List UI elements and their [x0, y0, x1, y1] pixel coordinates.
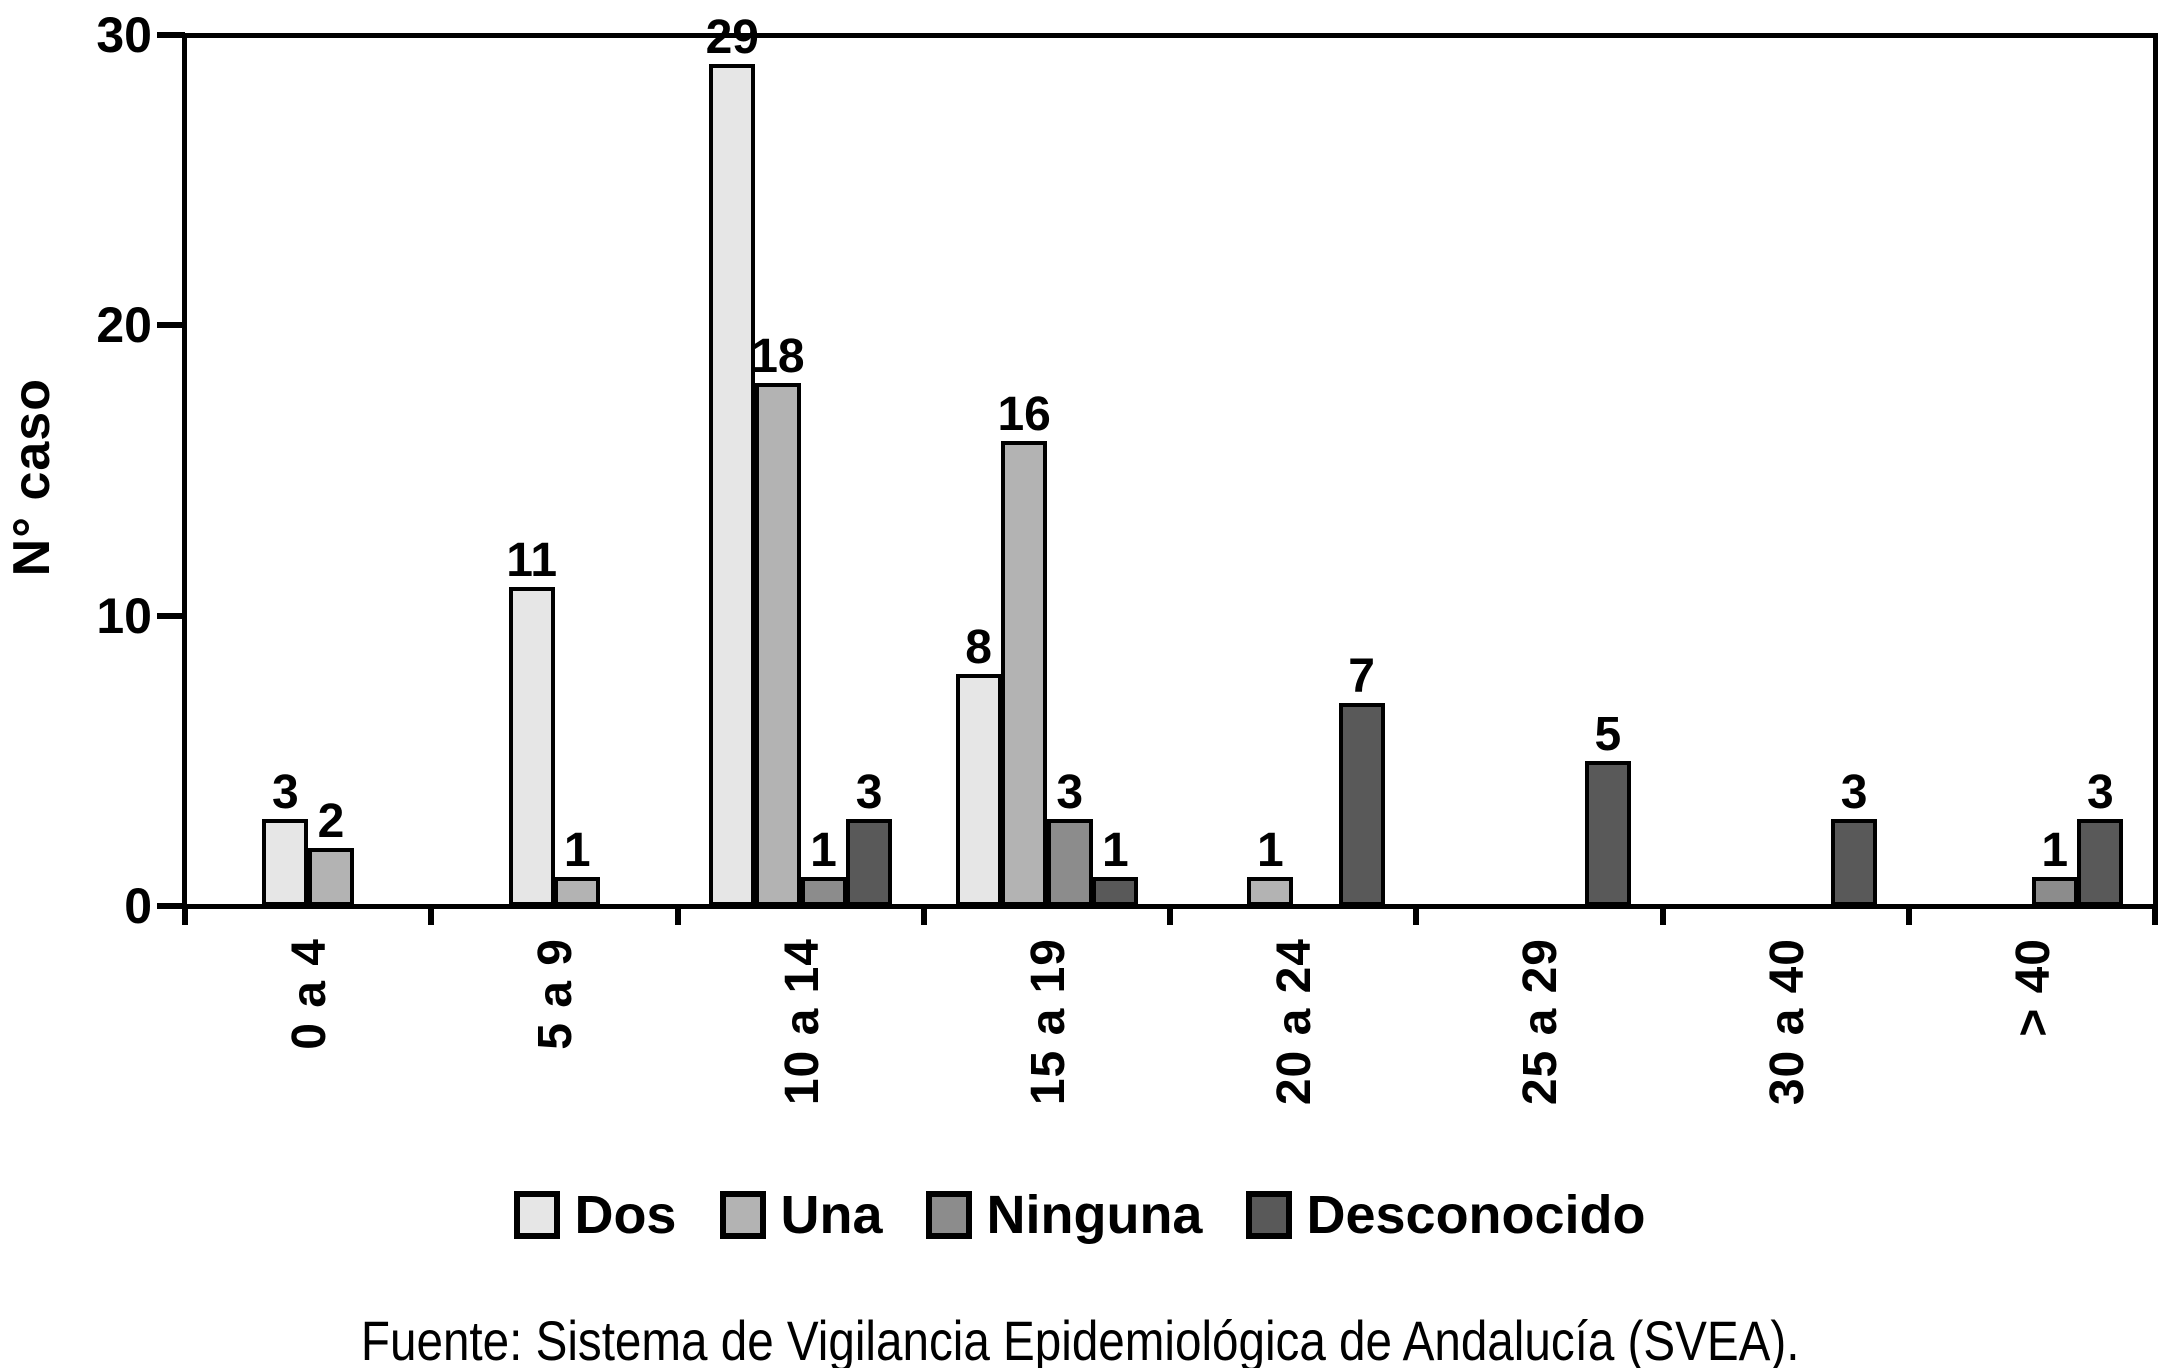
- bar: [308, 848, 354, 906]
- x-category-label: 15 a 19: [1021, 938, 1075, 1106]
- x-category-label: 20 a 24: [1268, 938, 1322, 1106]
- y-axis-title: N° caso: [3, 378, 61, 577]
- legend-label: Desconocido: [1306, 1185, 1646, 1245]
- bar: [955, 674, 1002, 906]
- y-tick-label: 0: [124, 878, 152, 934]
- source-caption-text: Fuente: Sistema de Vigilancia Epidemioló…: [360, 1309, 1800, 1368]
- bar: [754, 383, 801, 906]
- x-category-label: 30 a 40: [1760, 938, 1814, 1106]
- bar: [1831, 819, 1878, 906]
- bar: [709, 64, 756, 906]
- bar-value-label: 3: [855, 766, 883, 819]
- legend-swatch: [926, 1191, 973, 1239]
- y-tick: [157, 322, 185, 329]
- bar-value-label: 8: [965, 621, 992, 674]
- bar-value-label: 3: [272, 766, 299, 819]
- bar: [508, 587, 555, 906]
- legend-swatch: [720, 1191, 767, 1239]
- bar-value-label: 1: [2041, 824, 2069, 877]
- bar: [262, 819, 309, 906]
- bar-value-label: 29: [705, 11, 759, 64]
- bar: [1046, 819, 1093, 906]
- bar: [1092, 877, 1139, 906]
- x-tick: [1905, 906, 1912, 925]
- bar-value-label: 1: [810, 824, 837, 877]
- bar-value-label: 2: [317, 795, 345, 848]
- y-tick: [157, 612, 185, 619]
- legend-label: Dos: [574, 1185, 677, 1245]
- bar: [1338, 703, 1385, 906]
- x-category-label: > 40: [2006, 938, 2060, 1037]
- x-tick: [674, 906, 681, 925]
- x-category-label: 10 a 14: [775, 938, 829, 1106]
- legend-swatch: [1246, 1191, 1293, 1239]
- legend-item: Dos: [514, 1185, 677, 1245]
- bar-value-label: 3: [1056, 766, 1084, 819]
- bar: [2077, 819, 2124, 906]
- x-tick: [1167, 906, 1173, 925]
- x-tick: [920, 906, 927, 925]
- legend: Dos Una Ninguna Desconocido: [0, 1185, 2160, 1245]
- y-tick: [157, 32, 185, 38]
- y-tick-label: 10: [96, 587, 152, 644]
- y-tick-label: 20: [96, 297, 152, 354]
- legend-label: Una: [780, 1185, 883, 1245]
- bar: [846, 819, 893, 906]
- bar-value-label: 18: [751, 330, 805, 383]
- x-tick: [428, 906, 435, 925]
- bar: [1584, 761, 1631, 906]
- y-tick-label: 30: [96, 7, 152, 63]
- bar-value-label: 16: [997, 388, 1051, 441]
- bar-value-label: 7: [1348, 650, 1375, 703]
- y-tick: [157, 903, 185, 909]
- source-caption: Fuente: Sistema de Vigilancia Epidemioló…: [0, 1308, 2160, 1368]
- legend-swatch: [514, 1191, 561, 1239]
- legend-item: Desconocido: [1246, 1185, 1646, 1245]
- bar-value-label: 3: [2086, 766, 2114, 819]
- legend-item: Una: [720, 1185, 883, 1245]
- x-category-label: 25 a 29: [1514, 938, 1568, 1106]
- bar-value-label: 11: [506, 534, 558, 587]
- x-tick: [182, 906, 188, 925]
- x-category-label: 0 a 4: [283, 938, 337, 1050]
- x-category-label: 5 a 9: [529, 938, 583, 1050]
- bar: [1001, 441, 1048, 906]
- bar-value-label: 1: [563, 824, 591, 877]
- bar-value-label: 3: [1840, 766, 1868, 819]
- legend-label: Ninguna: [986, 1185, 1203, 1245]
- bar-value-label: 1: [1101, 824, 1129, 877]
- bar: [2031, 877, 2078, 906]
- bar: [1247, 877, 1294, 906]
- bar: [800, 877, 847, 906]
- x-tick: [1413, 906, 1420, 925]
- x-tick: [1659, 906, 1666, 925]
- legend-item: Ninguna: [926, 1185, 1203, 1245]
- x-tick: [2152, 906, 2158, 925]
- bar-value-label: 5: [1594, 708, 1622, 761]
- bar: [554, 877, 601, 906]
- bar-value-label: 1: [1257, 824, 1284, 877]
